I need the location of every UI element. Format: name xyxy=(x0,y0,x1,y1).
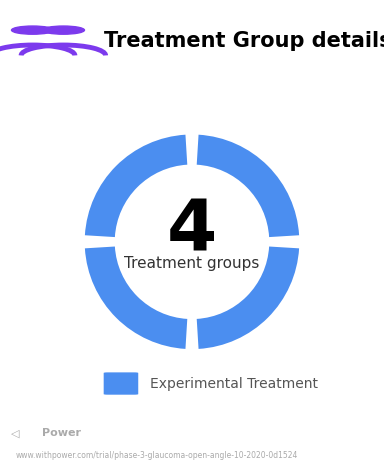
Wedge shape xyxy=(85,135,187,237)
Circle shape xyxy=(12,26,54,34)
Wedge shape xyxy=(197,246,299,349)
Text: ◁: ◁ xyxy=(11,428,20,438)
Circle shape xyxy=(42,26,84,34)
Text: www.withpower.com/trial/phase-3-glaucoma-open-angle-10-2020-0d1524: www.withpower.com/trial/phase-3-glaucoma… xyxy=(15,451,298,460)
Wedge shape xyxy=(197,135,299,237)
Text: Treatment groups: Treatment groups xyxy=(124,256,260,271)
Text: Experimental Treatment: Experimental Treatment xyxy=(150,377,318,391)
Text: Treatment Group details: Treatment Group details xyxy=(104,31,384,51)
Wedge shape xyxy=(85,246,187,349)
FancyBboxPatch shape xyxy=(104,372,138,395)
Text: 4: 4 xyxy=(167,197,217,266)
Text: Power: Power xyxy=(42,428,81,438)
